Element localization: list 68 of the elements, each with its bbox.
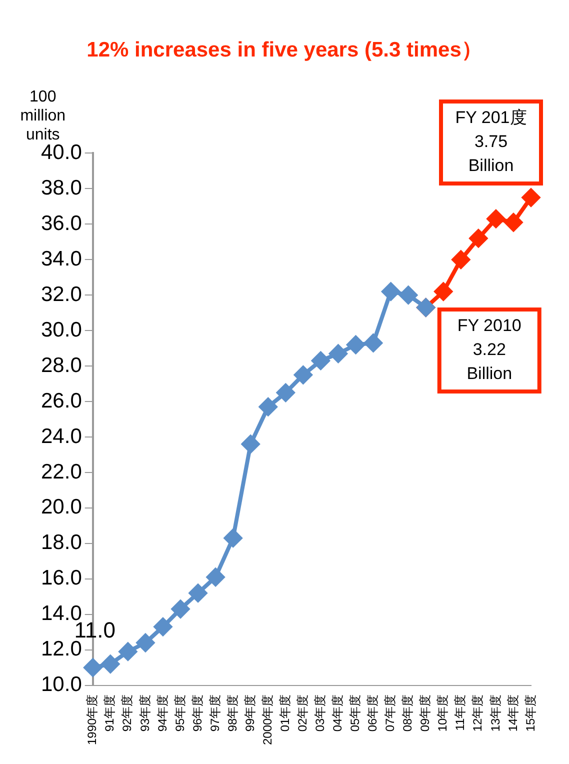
point: [189, 584, 208, 602]
point: [224, 529, 242, 548]
y-tick-label: 10.0: [40, 673, 82, 696]
x-tick-label: 1990年度: [85, 694, 100, 746]
y-tick-label: 36.0: [40, 212, 82, 235]
x-tick-label: 13年度: [488, 694, 502, 732]
point: [329, 344, 348, 363]
point: [522, 188, 540, 207]
x-tick-label: 95年度: [172, 694, 187, 732]
y-tick-label: 34.0: [40, 247, 82, 270]
point: [154, 618, 172, 636]
y-tick-label: 16.0: [40, 566, 82, 590]
point: [382, 282, 400, 301]
point: [259, 398, 278, 416]
point: [101, 655, 120, 674]
y-tick-label: 12.0: [40, 638, 82, 661]
y-tick-label: 32.0: [40, 282, 82, 306]
x-tick-label: 99年度: [242, 694, 257, 732]
x-tick-label: 07年度: [383, 694, 398, 732]
point: [399, 286, 418, 304]
x-tick-label: 11年度: [453, 694, 468, 731]
x-tick-label: 2000年度: [260, 694, 274, 746]
x-tick-label: 96年度: [190, 694, 204, 732]
x-tick-label: 09年度: [418, 694, 432, 732]
y-tick-label: 28.0: [40, 354, 82, 377]
x-tick-label: 91年度: [102, 694, 117, 732]
point: [206, 568, 225, 586]
y-tick-label: 30.0: [40, 318, 82, 342]
point: [312, 352, 330, 370]
y-tick-label: 20.0: [40, 496, 82, 519]
point: [486, 210, 505, 228]
y-tick-label: 38.0: [40, 176, 82, 200]
x-tick-label: 98年度: [225, 694, 240, 732]
point: [136, 634, 154, 652]
x-tick-label: 02年度: [295, 694, 310, 732]
x-tick-label: 12年度: [470, 694, 485, 732]
x-tick-label: 14年度: [506, 694, 520, 732]
point: [469, 229, 488, 248]
x-tick-label: 10年度: [436, 694, 450, 732]
point: [364, 334, 382, 352]
point: [172, 600, 190, 618]
y-tick-label: 22.0: [40, 460, 82, 484]
x-tick-label: 06年度: [366, 694, 380, 732]
x-tick-label: 15年度: [523, 694, 538, 732]
chart-title: 12% increases in five years (5.3 times）: [86, 38, 482, 62]
x-tick-label: 97年度: [208, 694, 222, 732]
point: [84, 658, 102, 677]
y-tick-label: 24.0: [40, 424, 82, 448]
x-tick-label: 92年度: [120, 694, 134, 732]
x-tick-label: 93年度: [138, 694, 152, 732]
point: [346, 336, 365, 354]
x-tick-label: 01年度: [278, 694, 292, 732]
x-tick-label: 03年度: [313, 694, 328, 732]
point: [452, 250, 470, 269]
y-tick-label: 18.0: [40, 531, 82, 554]
point: [242, 435, 260, 454]
point: [294, 366, 312, 384]
point: [504, 213, 522, 232]
annotation: FY 2010 3.22 Billion: [457, 316, 522, 384]
x-tick-label: 94年度: [155, 694, 170, 732]
x-tick-label: 04年度: [330, 694, 345, 732]
x-tick-label: 05年度: [348, 694, 362, 732]
point: [276, 384, 295, 402]
point: [118, 642, 137, 661]
point: [434, 282, 452, 301]
annotation: FY 201度 3.75 Billion: [455, 108, 527, 176]
y-tick-label: 26.0: [40, 389, 82, 412]
x-tick-label: 08年度: [400, 694, 415, 732]
